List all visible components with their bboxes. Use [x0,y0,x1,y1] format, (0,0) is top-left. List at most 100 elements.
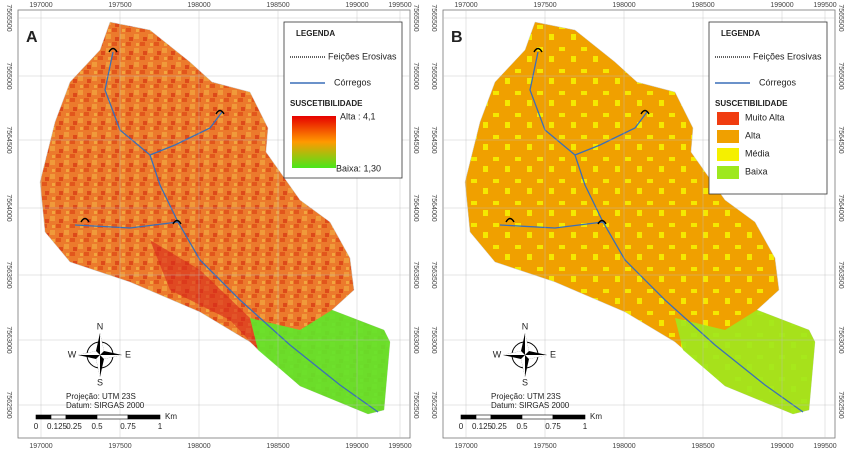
x-tick-label: 198000 [187,2,210,9]
legend-swatch [717,130,739,143]
scale-label: 0 [459,422,464,431]
y-tick-label: 7562500 [430,391,437,418]
legend-low: Baixa: 1,30 [336,163,381,173]
scale-label: 0.125 [472,422,493,431]
x-tick-label: 197000 [454,443,477,450]
y-tick-label: 7565000 [430,62,437,89]
x-tick-label: 198500 [266,443,289,450]
y-tick-label: 7563500 [430,261,437,288]
legend-item: Feições Erosivas [328,51,397,61]
compass-w: W [68,349,77,359]
compass-star [503,333,547,377]
erosion-feature [597,219,607,225]
scale-unit: Km [590,412,602,421]
x-tick-label: 199500 [388,2,411,9]
x-tick-label: 198000 [187,443,210,450]
x-tick-label: 199500 [388,443,411,450]
legend-ramp [292,116,336,168]
legend-item: Feições Erosivas [753,51,822,61]
erosion-feature [108,47,118,53]
y-tick-label: 7564500 [5,126,12,153]
scale-label: 0.75 [120,422,136,431]
compass-e: E [125,349,131,359]
y-tick-label: 7563000 [430,326,437,353]
x-tick-label: 197000 [29,443,52,450]
x-tick-label: 197000 [454,2,477,9]
legend-swatch [717,166,739,179]
x-tick-label: 197500 [108,2,131,9]
scale-label: 0 [34,422,39,431]
y-tick-label: 7565000 [837,62,844,89]
legend-swatch [717,148,739,161]
y-tick-label: 7564500 [837,126,844,153]
scale-label: 0.75 [545,422,561,431]
erosion-feature [505,217,515,223]
scale-segment [65,414,98,420]
scale-segment [35,414,52,420]
datum: Datum: SIRGAS 2000 [66,401,145,410]
x-tick-label: 199000 [345,443,368,450]
legend-title: LEGENDA [721,29,760,38]
y-tick-label: 7564000 [5,194,12,221]
scale-segment [96,414,129,420]
compass-w: W [493,349,502,359]
legend-high: Alta : 4,1 [340,111,376,121]
scale-label: 1 [583,422,588,431]
legend-swatch [717,112,739,125]
scale-segment [50,414,67,420]
scale-segment [127,414,161,420]
y-tick-label: 7563000 [837,326,844,353]
compass-n: N [97,321,104,331]
scale-segment [521,414,554,420]
stream [574,111,648,156]
compass-s: S [97,377,103,387]
y-tick-label: 7563500 [412,261,419,288]
legend-class: Baixa [745,166,768,176]
x-tick-label: 199000 [345,2,368,9]
erosion-feature [533,47,543,53]
legend-item: Córregos [759,77,797,87]
map-panel: 197000 197000 197500 197500 198000 198000 1985… [5,2,419,450]
low-zone [675,310,815,414]
y-tick-label: 7564000 [837,194,844,221]
low-zone [250,310,390,414]
legend-class: Muito Alta [745,112,785,122]
scale-label: 0.125 [47,422,68,431]
x-tick-label: 198000 [612,2,635,9]
projection: Projeção: UTM 23S [66,392,136,401]
erosion-feature [215,109,225,115]
legend-item: Córregos [334,77,372,87]
y-tick-label: 7565500 [430,4,437,31]
legend-title: LEGENDA [296,29,335,38]
erosion-feature [172,219,182,225]
y-tick-label: 7563500 [5,261,12,288]
y-tick-label: 7562500 [5,391,12,418]
scale-label: 0.5 [91,422,103,431]
x-tick-label: 199000 [770,2,793,9]
y-tick-label: 7563000 [5,326,12,353]
legend-subtitle: SUSCETIBILIDADE [290,99,363,108]
y-tick-label: 7565500 [837,4,844,31]
scale-segment [490,414,523,420]
x-tick-label: 197500 [108,443,131,450]
y-tick-label: 7562500 [412,391,419,418]
x-tick-label: 197500 [533,2,556,9]
compass-star-inner [78,333,122,377]
scale-label: 0.5 [516,422,528,431]
legend-subtitle: SUSCETIBILIDADE [715,99,788,108]
x-tick-label: 198500 [266,2,289,9]
compass-rose: N S W E [68,321,131,387]
legend-box [708,21,828,195]
erosion-feature [80,217,90,223]
x-tick-label: 198500 [691,2,714,9]
compass-rose: N S W E [493,321,556,387]
x-tick-label: 199500 [813,443,836,450]
y-tick-label: 7565000 [5,62,12,89]
y-tick-label: 7565500 [5,4,12,31]
x-tick-label: 197000 [29,2,52,9]
y-tick-label: 7565000 [412,62,419,89]
y-tick-label: 7564000 [430,194,437,221]
y-tick-label: 7563500 [837,261,844,288]
scale-unit: Km [165,412,177,421]
